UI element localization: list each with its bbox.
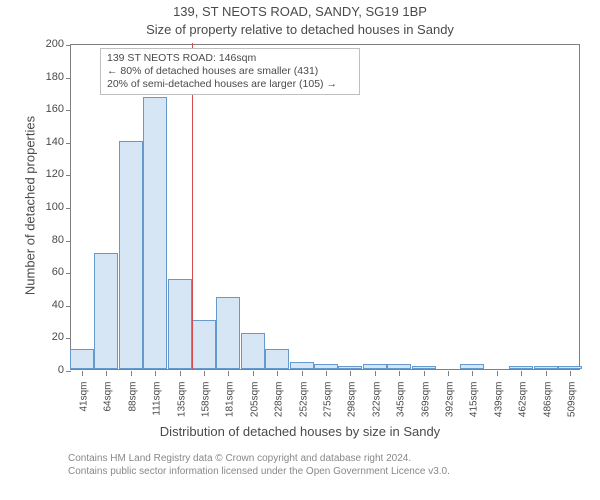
y-tick-mark [66, 110, 71, 111]
y-tick-mark [66, 208, 71, 209]
y-tick-label: 0 [24, 364, 64, 376]
annotation-line: 139 ST NEOTS ROAD: 146sqm [107, 52, 353, 65]
histogram-bar [387, 364, 411, 369]
histogram-bar [70, 349, 94, 369]
x-tick-mark [326, 371, 327, 376]
x-tick-mark [497, 371, 498, 376]
chart-subtitle: Size of property relative to detached ho… [0, 22, 600, 37]
x-tick-label: 275sqm [323, 382, 334, 442]
y-tick-mark [66, 143, 71, 144]
x-tick-label: 158sqm [201, 382, 212, 442]
chart-container: 139, ST NEOTS ROAD, SANDY, SG19 1BP Size… [0, 0, 600, 500]
x-tick-label: 252sqm [299, 382, 310, 442]
x-tick-label: 322sqm [371, 382, 382, 442]
x-tick-label: 135sqm [177, 382, 188, 442]
histogram-bar [192, 320, 216, 369]
x-tick-label: 509sqm [566, 382, 577, 442]
histogram-bar [119, 141, 143, 369]
histogram-bar [143, 97, 167, 369]
y-tick-label: 60 [24, 266, 64, 278]
y-tick-label: 100 [24, 201, 64, 213]
x-tick-mark [546, 371, 547, 376]
x-tick-mark [277, 371, 278, 376]
y-tick-label: 140 [24, 136, 64, 148]
x-tick-mark [472, 371, 473, 376]
y-tick-label: 40 [24, 299, 64, 311]
y-tick-label: 200 [24, 38, 64, 50]
x-tick-mark [570, 371, 571, 376]
x-tick-label: 392sqm [444, 382, 455, 442]
x-tick-mark [155, 371, 156, 376]
x-tick-label: 111sqm [152, 382, 163, 442]
histogram-bar [314, 364, 338, 369]
histogram-bar [290, 362, 314, 369]
histogram-bar [265, 349, 289, 369]
histogram-bar [168, 279, 192, 369]
x-tick-label: 298sqm [346, 382, 357, 442]
x-tick-label: 462sqm [517, 382, 528, 442]
x-tick-mark [82, 371, 83, 376]
x-tick-mark [399, 371, 400, 376]
chart-title: 139, ST NEOTS ROAD, SANDY, SG19 1BP [0, 4, 600, 19]
footer-line: Contains HM Land Registry data © Crown c… [68, 452, 450, 465]
y-tick-mark [66, 78, 71, 79]
x-tick-label: 64sqm [103, 382, 114, 442]
x-tick-mark [204, 371, 205, 376]
x-tick-label: 88sqm [128, 382, 139, 442]
x-tick-label: 415sqm [468, 382, 479, 442]
y-tick-mark [66, 273, 71, 274]
y-tick-mark [66, 338, 71, 339]
x-tick-mark [106, 371, 107, 376]
annotation-box: 139 ST NEOTS ROAD: 146sqm ← 80% of detac… [100, 48, 360, 95]
x-tick-label: 345sqm [395, 382, 406, 442]
annotation-line: ← 80% of detached houses are smaller (43… [107, 65, 353, 78]
annotation-line: 20% of semi-detached houses are larger (… [107, 78, 353, 91]
y-tick-mark [66, 175, 71, 176]
footer-line: Contains public sector information licen… [68, 465, 450, 478]
x-tick-mark [448, 371, 449, 376]
y-tick-label: 80 [24, 234, 64, 246]
histogram-bar [241, 333, 265, 369]
x-tick-mark [350, 371, 351, 376]
x-tick-mark [131, 371, 132, 376]
x-tick-label: 181sqm [225, 382, 236, 442]
histogram-bar [534, 366, 558, 369]
y-tick-mark [66, 371, 71, 372]
histogram-bar [460, 364, 484, 369]
x-tick-mark [228, 371, 229, 376]
footer-attribution: Contains HM Land Registry data © Crown c… [68, 452, 450, 478]
y-tick-label: 20 [24, 331, 64, 343]
histogram-bar [94, 253, 118, 369]
y-tick-mark [66, 241, 71, 242]
histogram-bar [216, 297, 240, 369]
x-tick-label: 41sqm [79, 382, 90, 442]
x-tick-mark [375, 371, 376, 376]
x-tick-mark [521, 371, 522, 376]
x-tick-mark [180, 371, 181, 376]
x-tick-label: 205sqm [250, 382, 261, 442]
histogram-bar [338, 366, 362, 369]
x-tick-label: 369sqm [420, 382, 431, 442]
x-tick-mark [424, 371, 425, 376]
y-tick-label: 160 [24, 103, 64, 115]
histogram-bar [363, 364, 387, 369]
histogram-bar [558, 366, 582, 369]
y-tick-mark [66, 45, 71, 46]
histogram-bar [412, 366, 436, 369]
x-tick-mark [302, 371, 303, 376]
y-tick-label: 120 [24, 168, 64, 180]
y-tick-mark [66, 306, 71, 307]
y-tick-label: 180 [24, 71, 64, 83]
histogram-bar [509, 366, 533, 369]
x-tick-mark [253, 371, 254, 376]
x-tick-label: 228sqm [274, 382, 285, 442]
x-tick-label: 486sqm [542, 382, 553, 442]
x-tick-label: 439sqm [493, 382, 504, 442]
